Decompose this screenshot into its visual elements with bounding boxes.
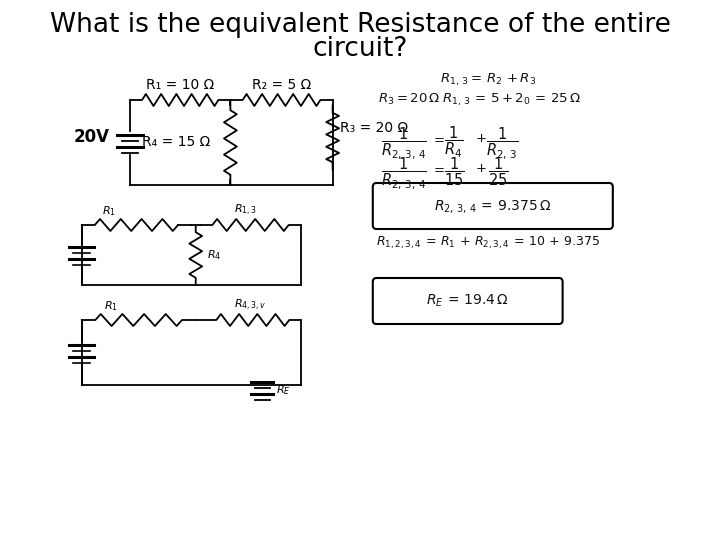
Text: $\dfrac{1}{R_{2,\,3}}$: $\dfrac{1}{R_{2,\,3}}$ — [486, 125, 518, 161]
Text: $R_3=20\,\Omega$: $R_3=20\,\Omega$ — [378, 92, 441, 107]
FancyBboxPatch shape — [373, 183, 613, 229]
Text: $R_{1,\,3}\,=\,5+2_0\,=\,25\,\Omega$: $R_{1,\,3}\,=\,5+2_0\,=\,25\,\Omega$ — [442, 92, 581, 109]
Text: R₃ = 20 Ω: R₃ = 20 Ω — [340, 120, 408, 134]
Text: What is the equivalent Resistance of the entire: What is the equivalent Resistance of the… — [50, 12, 670, 38]
Text: $=$: $=$ — [431, 132, 446, 145]
Text: $\dfrac{1}{R_{2,\,3,\,4}}$: $\dfrac{1}{R_{2,\,3,\,4}}$ — [381, 155, 427, 191]
Text: $\dfrac{1}{25}$: $\dfrac{1}{25}$ — [487, 155, 508, 187]
Text: $R_{1,\,3}=\,R_2\,+R_3$: $R_{1,\,3}=\,R_2\,+R_3$ — [440, 72, 536, 89]
FancyBboxPatch shape — [373, 278, 562, 324]
Text: $=$: $=$ — [431, 162, 446, 175]
Text: R₂ = 5 Ω: R₂ = 5 Ω — [252, 78, 311, 92]
Text: $R_{1,3}$: $R_{1,3}$ — [235, 203, 257, 218]
Text: $\dfrac{1}{R_{2,\,3,\,4}}$: $\dfrac{1}{R_{2,\,3,\,4}}$ — [381, 125, 427, 161]
Text: $+$: $+$ — [475, 162, 487, 175]
Text: $\dfrac{1}{15}$: $\dfrac{1}{15}$ — [444, 155, 464, 187]
Text: 20V: 20V — [74, 129, 110, 146]
Text: circuit?: circuit? — [312, 36, 408, 62]
Text: R₁ = 10 Ω: R₁ = 10 Ω — [146, 78, 215, 92]
Text: $R_{1,2,3,4}\,=\,R_1\,+\,R_{2,3,4}\,=\,10\,+\,9.375$: $R_{1,2,3,4}\,=\,R_1\,+\,R_{2,3,4}\,=\,1… — [377, 235, 600, 252]
Text: $R_1$: $R_1$ — [102, 204, 116, 218]
Text: $R_E\,=\,19.4\,\Omega$: $R_E\,=\,19.4\,\Omega$ — [426, 293, 509, 309]
Text: $+$: $+$ — [475, 132, 487, 145]
Text: $R_4$: $R_4$ — [207, 248, 221, 262]
Text: $R_1$: $R_1$ — [104, 299, 118, 313]
Text: $\dfrac{1}{R_4}$: $\dfrac{1}{R_4}$ — [444, 125, 463, 160]
Text: R₄ = 15 Ω: R₄ = 15 Ω — [142, 136, 210, 150]
Text: $R_E$: $R_E$ — [276, 383, 291, 397]
Text: $R_{2,\,3,\,4}\,=\,9.375\,\Omega$: $R_{2,\,3,\,4}\,=\,9.375\,\Omega$ — [433, 198, 551, 214]
Text: $R_{4,3,v}$: $R_{4,3,v}$ — [234, 298, 266, 313]
